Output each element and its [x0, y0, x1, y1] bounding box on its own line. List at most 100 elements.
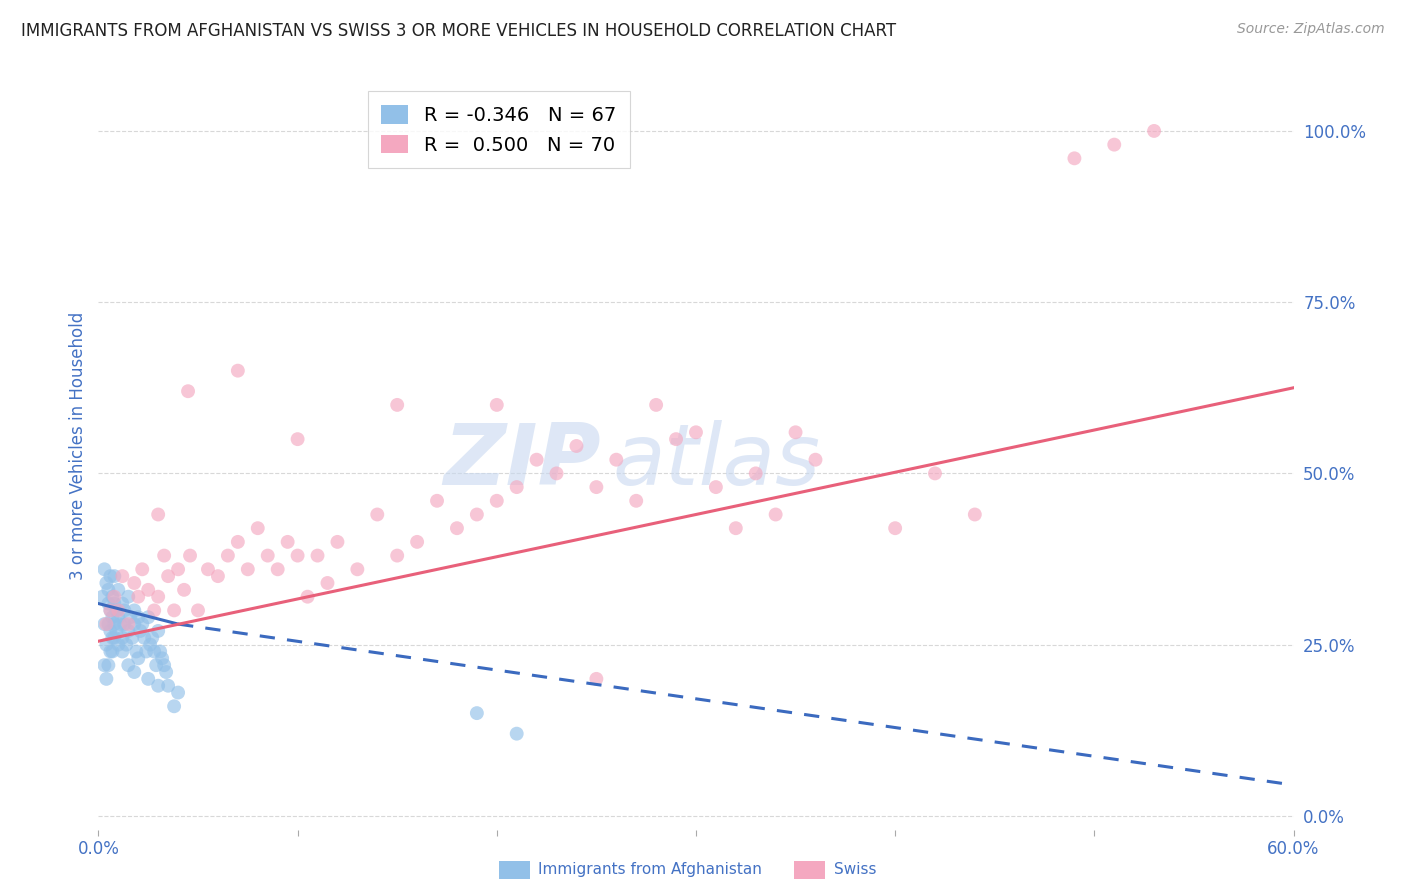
Point — [485, 493, 508, 508]
Point — [446, 521, 468, 535]
Point — [141, 631, 163, 645]
Point — [645, 398, 668, 412]
Point — [406, 535, 429, 549]
Point — [117, 617, 139, 632]
Point — [96, 617, 118, 632]
Point — [163, 603, 186, 617]
Point — [153, 549, 176, 563]
Point — [585, 672, 607, 686]
Point — [98, 624, 122, 638]
Point — [111, 631, 134, 645]
Point — [704, 480, 727, 494]
Point — [93, 658, 115, 673]
Point — [127, 590, 149, 604]
Point — [179, 549, 201, 563]
Point — [124, 617, 146, 632]
Text: ZIP: ZIP — [443, 420, 600, 503]
Point — [785, 425, 807, 440]
Point — [366, 508, 388, 522]
Point — [1104, 137, 1126, 152]
Point — [107, 610, 129, 624]
Point — [157, 679, 180, 693]
Point — [326, 535, 349, 549]
Point — [236, 562, 259, 576]
Point — [804, 452, 827, 467]
Point — [136, 610, 159, 624]
Point — [111, 597, 134, 611]
Point — [167, 685, 190, 699]
Point — [506, 726, 529, 740]
Point — [307, 549, 329, 563]
Point — [131, 562, 153, 576]
Point — [385, 549, 409, 563]
Point — [136, 672, 159, 686]
Point — [1063, 152, 1085, 166]
Point — [287, 432, 309, 446]
Text: Immigrants from Afghanistan: Immigrants from Afghanistan — [538, 863, 762, 877]
Point — [97, 617, 120, 632]
Point — [226, 364, 249, 378]
Point — [173, 582, 195, 597]
Point — [267, 562, 290, 576]
Point — [585, 480, 607, 494]
Bar — [794, 861, 825, 879]
Point — [143, 603, 166, 617]
Point — [139, 638, 162, 652]
Point — [124, 603, 146, 617]
Point — [117, 658, 139, 673]
Point — [297, 590, 319, 604]
Point — [385, 398, 409, 412]
Point — [506, 480, 529, 494]
Point — [277, 535, 299, 549]
Point — [157, 569, 180, 583]
Point — [167, 562, 190, 576]
Point — [426, 493, 449, 508]
Point — [136, 582, 159, 597]
Point — [745, 467, 768, 481]
Point — [117, 590, 139, 604]
Point — [107, 603, 129, 617]
Point — [163, 699, 186, 714]
Point — [963, 508, 986, 522]
Point — [765, 508, 787, 522]
Point — [197, 562, 219, 576]
Point — [117, 624, 139, 638]
Point — [98, 644, 122, 658]
Point — [346, 562, 368, 576]
Point — [129, 624, 152, 638]
Point — [177, 384, 200, 399]
Text: Source: ZipAtlas.com: Source: ZipAtlas.com — [1237, 22, 1385, 37]
Point — [924, 467, 946, 481]
Point — [121, 631, 143, 645]
Point — [107, 638, 129, 652]
Point — [107, 582, 129, 597]
Point — [143, 644, 166, 658]
Point — [145, 658, 167, 673]
Point — [884, 521, 907, 535]
Point — [112, 617, 135, 632]
Point — [98, 603, 122, 617]
Point — [148, 679, 170, 693]
Point — [103, 569, 125, 583]
Point — [115, 638, 138, 652]
Point — [605, 452, 627, 467]
Point — [546, 467, 568, 481]
Point — [187, 603, 209, 617]
Point — [101, 644, 124, 658]
Point — [153, 658, 176, 673]
Point — [105, 603, 128, 617]
Point — [316, 576, 339, 591]
Point — [246, 521, 269, 535]
Point — [256, 549, 278, 563]
Point — [97, 597, 120, 611]
Point — [148, 590, 170, 604]
Point — [101, 610, 124, 624]
Point — [96, 672, 118, 686]
Point — [103, 617, 125, 632]
Point — [226, 535, 249, 549]
Point — [111, 569, 134, 583]
Point — [149, 644, 172, 658]
Point — [134, 631, 156, 645]
Point — [125, 644, 148, 658]
Point — [97, 582, 120, 597]
